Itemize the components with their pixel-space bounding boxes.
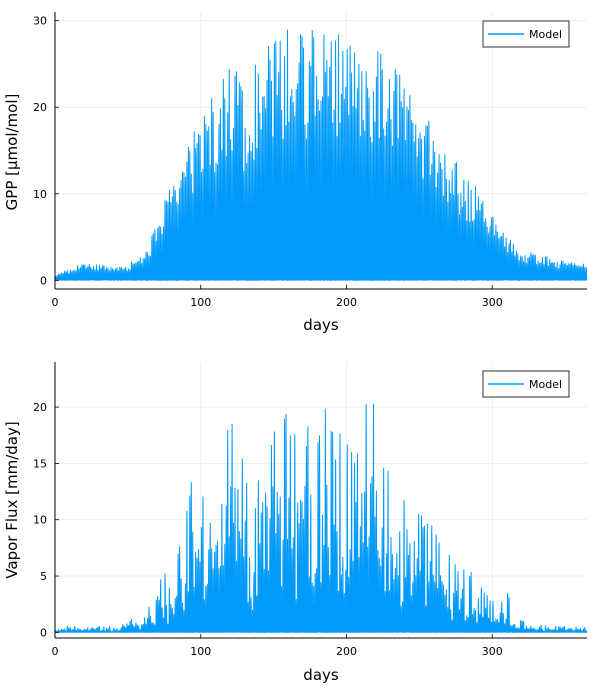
gpp-legend: Model: [482, 20, 570, 48]
vapor-flux-x-tick-label: 200: [336, 645, 357, 658]
gpp-y-tick-labels: 0 10 20 30: [33, 15, 47, 288]
vapor-flux-y-tick-labels: 0 5 10 15 20: [33, 401, 47, 639]
gpp-x-tick-label: 0: [52, 296, 59, 309]
vapor-flux-x-tick-label: 100: [190, 645, 211, 658]
vapor-flux-legend-label: Model: [529, 378, 562, 391]
vapor-flux-panel: 0 100 200 300 0 5 10 15 20 days Vapor Flux [mm/…: [3, 362, 588, 684]
gpp-y-axis-label: GPP [μmol/mol]: [3, 94, 21, 211]
gpp-axes: [54, 12, 587, 290]
gpp-series-line: [54, 29, 588, 281]
gpp-x-tick-labels: 0 100 200 300: [52, 296, 503, 309]
gpp-x-tick-label: 100: [190, 296, 211, 309]
vapor-flux-y-tick-label: 15: [33, 457, 47, 470]
vapor-flux-axes: [54, 362, 587, 639]
vapor-flux-x-tick-labels: 0 100 200 300: [52, 645, 503, 658]
vapor-flux-series-line: [54, 403, 588, 633]
gpp-x-axis-label: days: [303, 316, 339, 334]
gpp-legend-label: Model: [529, 28, 562, 41]
vapor-flux-legend: Model: [482, 370, 570, 398]
vapor-flux-y-axis-label: Vapor Flux [mm/day]: [3, 421, 21, 578]
gpp-y-tick-label: 20: [33, 101, 47, 114]
vapor-flux-x-axis-label: days: [303, 666, 339, 684]
gpp-panel: 0 100 200 300 0 10 20 30 days GPP [μmol/mol] M…: [3, 12, 588, 334]
vapor-flux-y-tick-label: 0: [40, 626, 47, 639]
vapor-flux-y-tick-label: 10: [33, 514, 47, 527]
gpp-y-tick-label: 0: [40, 274, 47, 287]
gpp-legend-box: [482, 20, 570, 48]
vapor-flux-x-tick-label: 300: [482, 645, 503, 658]
gpp-y-tick-label: 30: [33, 15, 47, 28]
vapor-flux-y-tick-label: 20: [33, 401, 47, 414]
gpp-x-tick-label: 300: [482, 296, 503, 309]
gpp-x-tick-label: 200: [336, 296, 357, 309]
vapor-flux-x-tick-label: 0: [52, 645, 59, 658]
gpp-model-line: [54, 29, 588, 281]
gpp-y-tick-label: 10: [33, 188, 47, 201]
vapor-flux-y-tick-label: 5: [40, 570, 47, 583]
vapor-flux-model-line: [54, 403, 588, 633]
